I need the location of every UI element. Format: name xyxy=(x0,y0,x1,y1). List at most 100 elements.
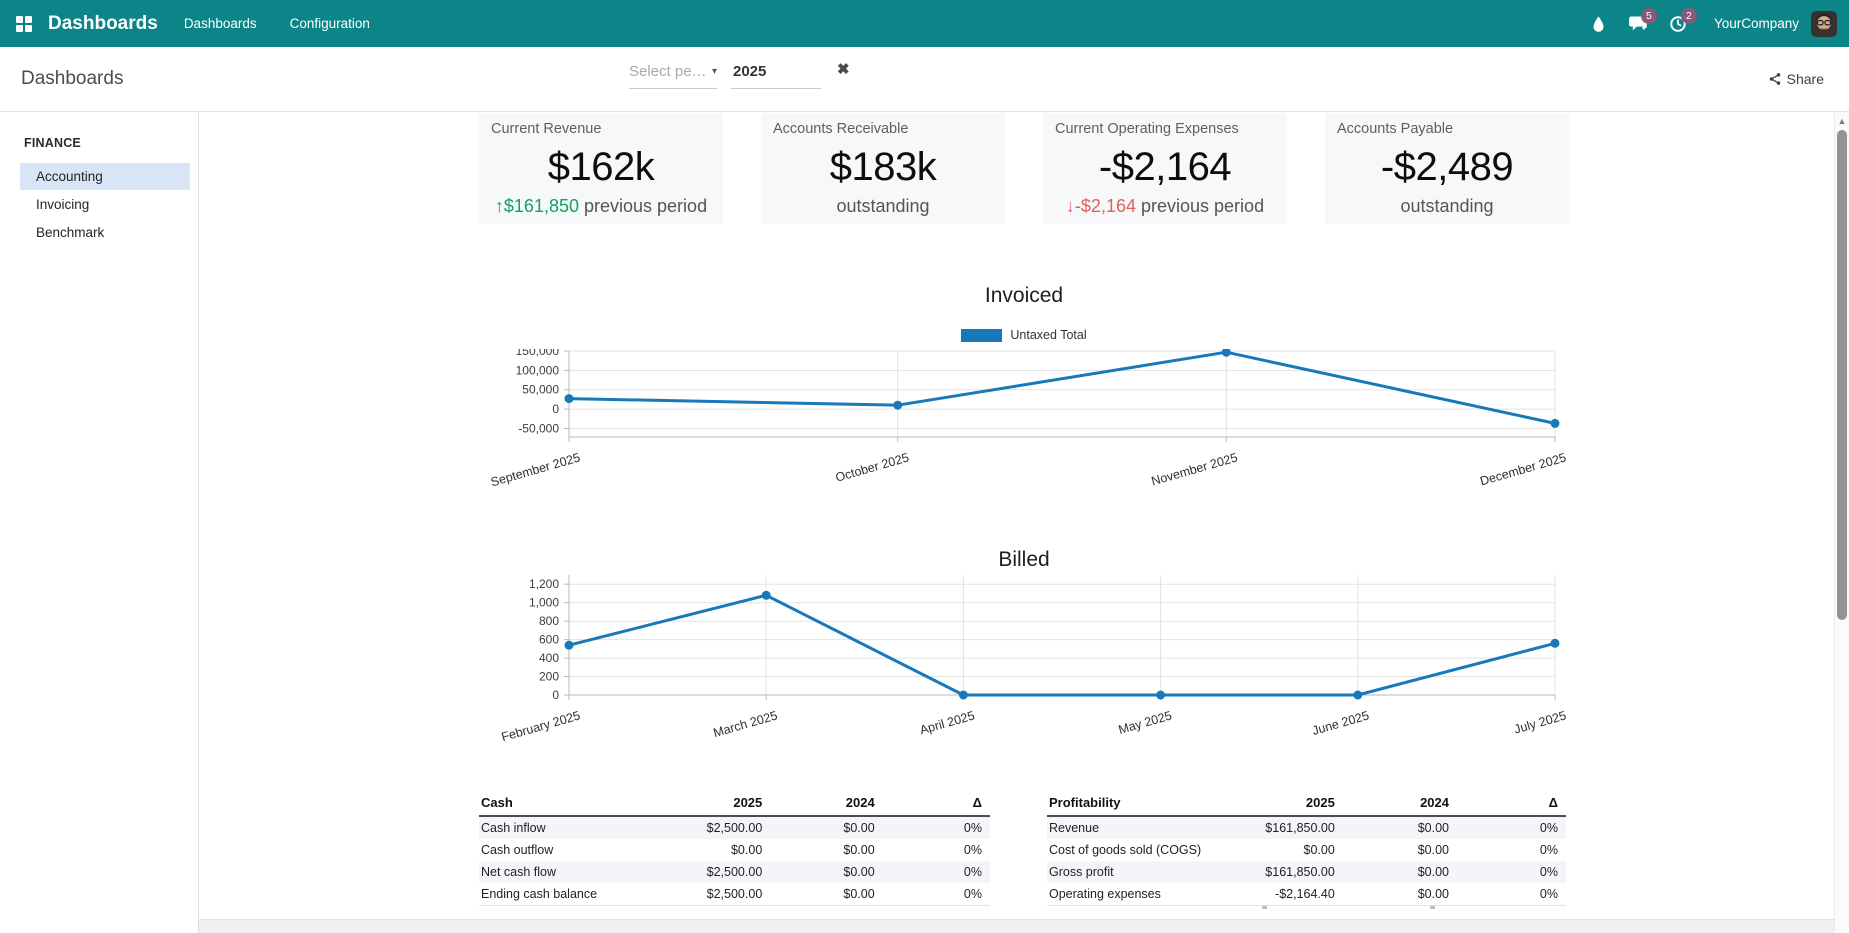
control-panel: Dashboards Select pe… ▾ ✖ Share xyxy=(0,47,1849,112)
svg-text:100,000: 100,000 xyxy=(516,363,560,377)
kpi-card-accounts-payable: Accounts Payable -$2,489 outstanding xyxy=(1325,113,1569,224)
kpi-sub-row: outstanding xyxy=(1337,197,1557,218)
svg-text:-50,000: -50,000 xyxy=(518,422,559,436)
table-title: Profitability xyxy=(1047,793,1224,817)
cell-value: -$2,164.40 xyxy=(1275,887,1335,901)
kpi-card-current-revenue: Current Revenue $162k ↑$161,850 previous p… xyxy=(479,113,723,224)
cell-value: $161,850.00 xyxy=(1265,821,1335,835)
badge-count: 5 xyxy=(1640,8,1657,24)
column-header: Δ xyxy=(1456,793,1566,817)
table-row: Cost of goods sold (COGS) $0.00 $0.00 0% xyxy=(1047,839,1566,861)
share-button[interactable]: Share xyxy=(1768,71,1824,87)
trend-value: ↑$161,850 xyxy=(494,196,579,217)
clear-filter-icon[interactable]: ✖ xyxy=(837,61,850,78)
chart-title: Billed xyxy=(998,548,1050,571)
partial-next-row-mark xyxy=(1262,906,1267,909)
cell-value: $0.00 xyxy=(730,843,763,857)
svg-text:200: 200 xyxy=(539,670,559,684)
svg-text:400: 400 xyxy=(539,651,559,665)
cell-value: $0.00 xyxy=(1417,843,1449,857)
company-menu[interactable]: YourCompany xyxy=(1713,16,1799,31)
table-title: Cash xyxy=(479,793,653,817)
year-input[interactable] xyxy=(731,61,821,81)
sidebar-item-invoicing[interactable]: Invoicing xyxy=(36,197,90,212)
column-header: 2025 xyxy=(652,793,771,817)
cell-value: 0% xyxy=(1539,843,1558,857)
cell-value: $0.00 xyxy=(843,865,875,879)
table-cash: Cash 2025 2024 Δ Cash inflow $2,500.00 $0.00 0%… xyxy=(479,793,990,906)
cell-value: $0.00 xyxy=(1417,887,1449,901)
vertical-scrollbar[interactable]: ▲ xyxy=(1834,112,1849,933)
column-header: 2024 xyxy=(770,793,883,817)
kpi-value: -$2,489 xyxy=(1380,145,1514,190)
cell-value: $0.00 xyxy=(1417,865,1449,879)
table-profitability: Profitability 2025 2024 Δ Revenue $161,850.00… xyxy=(1047,793,1566,906)
arrow-up-icon: ↑ xyxy=(494,196,504,217)
row-label: Operating expenses xyxy=(1049,887,1161,901)
kpi-subtext: outstanding xyxy=(1400,196,1494,217)
kpi-cards-row: Current Revenue $162k ↑$161,850 previous p… xyxy=(479,113,1569,224)
cell-value: 0% xyxy=(1539,865,1558,879)
cell-value: $0.00 xyxy=(843,843,875,857)
cell-value: $0.00 xyxy=(1417,821,1449,835)
svg-text:600: 600 xyxy=(539,633,559,647)
horizontal-scrollbar-track[interactable] xyxy=(199,919,1834,933)
nav-menu-configuration[interactable]: Configuration xyxy=(289,16,370,31)
chart-section-invoiced: Invoiced Untaxed Total 150,000 100,000 50,00… xyxy=(479,284,1569,491)
kpi-value: $183k xyxy=(829,145,937,190)
cell-value: $161,850.00 xyxy=(1265,865,1335,879)
kpi-sub-row: outstanding xyxy=(773,197,993,218)
legend-label: Untaxed Total xyxy=(1010,328,1087,342)
row-label: Net cash flow xyxy=(481,865,557,879)
kpi-sub-row: ↑$161,850 previous period xyxy=(491,197,711,218)
column-header: 2025 xyxy=(1223,793,1343,817)
kpi-value: $162k xyxy=(547,145,655,190)
nav-menu-dashboards[interactable]: Dashboards xyxy=(183,16,257,31)
kpi-value: -$2,164 xyxy=(1098,145,1232,190)
activities-icon[interactable]: 2 xyxy=(1669,7,1697,33)
kpi-title: Current Operating Expenses xyxy=(1055,121,1239,137)
apps-menu-icon[interactable] xyxy=(0,15,48,33)
svg-text:April 2025: April 2025 xyxy=(918,708,976,737)
chart-invoiced[interactable]: 150,000 100,000 50,000 0 -50,000 September 20… xyxy=(479,349,1569,491)
svg-text:November 2025: November 2025 xyxy=(1150,450,1239,488)
period-select[interactable]: Select pe… ▾ xyxy=(629,54,717,89)
column-header: 2024 xyxy=(1342,793,1457,817)
summary-tables-row: Cash 2025 2024 Δ Cash inflow $2,500.00 $0.00 0%… xyxy=(479,793,1569,909)
svg-text:150,000: 150,000 xyxy=(516,349,560,358)
legend-swatch xyxy=(961,328,1003,342)
scroll-up-arrow-icon[interactable]: ▲ xyxy=(1837,116,1847,126)
arrow-down-icon: ↓ xyxy=(1065,196,1075,217)
table-row: Cash inflow $2,500.00 $0.00 0% xyxy=(479,816,990,839)
table-row: Cash outflow $0.00 $0.00 0% xyxy=(479,839,990,861)
cell-value: 0% xyxy=(963,821,982,835)
trend-suffix: previous period xyxy=(1141,196,1265,217)
sidebar-item-accounting[interactable]: Accounting xyxy=(20,163,190,190)
nav-menus: Dashboards Configuration xyxy=(184,16,403,31)
svg-text:December 2025: December 2025 xyxy=(1478,450,1567,488)
cell-value: 0% xyxy=(1539,887,1558,901)
svg-text:March 2025: March 2025 xyxy=(712,708,779,740)
cell-value: $0.00 xyxy=(843,821,875,835)
scrollbar-thumb[interactable] xyxy=(1837,130,1847,620)
messages-icon[interactable]: 5 xyxy=(1628,8,1657,32)
sidebar-item-benchmark[interactable]: Benchmark xyxy=(36,225,105,240)
chart-legend[interactable]: Untaxed Total xyxy=(479,328,1569,342)
trend-value: ↓-$2,164 xyxy=(1065,196,1136,217)
cell-value: $0.00 xyxy=(843,887,875,901)
partial-next-row-mark xyxy=(1430,906,1435,909)
droplet-icon[interactable] xyxy=(1591,15,1606,33)
chart-title: Invoiced xyxy=(984,284,1064,307)
share-icon xyxy=(1769,73,1780,85)
user-avatar[interactable] xyxy=(1811,10,1837,37)
period-placeholder: Select pe… xyxy=(629,62,707,80)
kpi-title: Current Revenue xyxy=(491,121,602,137)
cell-value: $2,500.00 xyxy=(706,821,763,835)
row-label: Cost of goods sold (COGS) xyxy=(1049,843,1202,857)
cell-value: 0% xyxy=(1539,821,1558,835)
app-brand[interactable]: Dashboards xyxy=(48,12,158,34)
share-label: Share xyxy=(1786,71,1824,87)
trend-suffix: previous period xyxy=(584,196,708,217)
chart-billed[interactable]: 1,200 1,000 800 600 400 200 0 February 2025 Marc… xyxy=(479,573,1569,749)
